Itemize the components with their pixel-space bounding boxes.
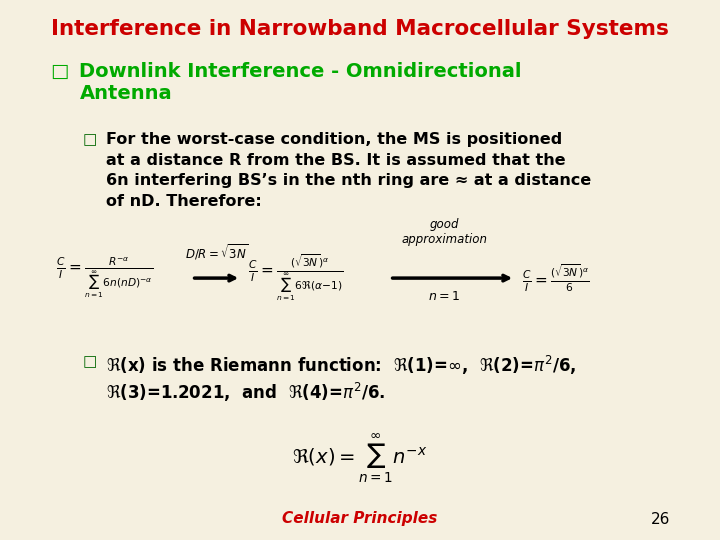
Text: $D/R{=}\sqrt{3N}$: $D/R{=}\sqrt{3N}$	[185, 242, 248, 262]
Text: good
approximation: good approximation	[402, 218, 487, 246]
Text: $\Re$(3)=1.2021,  and  $\Re$(4)=$\pi^2$/6.: $\Re$(3)=1.2021, and $\Re$(4)=$\pi^2$/6.	[106, 381, 385, 404]
Text: 26: 26	[651, 511, 670, 526]
Text: $\Re$(x) is the Riemann function:  $\Re$(1)=$\infty$,  $\Re$(2)=$\pi^2$/6,: $\Re$(x) is the Riemann function: $\Re$(…	[106, 354, 576, 377]
Text: $\frac{C}{I} = \frac{(\sqrt{3N})^{\alpha}}{\sum_{n=1}^{\infty} 6\Re(\alpha{-}1)}: $\frac{C}{I} = \frac{(\sqrt{3N})^{\alpha…	[248, 253, 343, 303]
Text: Cellular Principles: Cellular Principles	[282, 511, 438, 526]
Text: □: □	[83, 354, 97, 369]
Text: For the worst-case condition, the MS is positioned
at a distance R from the BS. : For the worst-case condition, the MS is …	[106, 132, 591, 208]
Text: Interference in Narrowband Macrocellular Systems: Interference in Narrowband Macrocellular…	[51, 19, 669, 39]
Text: $n{=}1$: $n{=}1$	[428, 290, 461, 303]
Text: $\frac{C}{I} = \frac{R^{-\alpha}}{\sum_{n=1}^{\infty} 6n(nD)^{-\alpha}}$: $\frac{C}{I} = \frac{R^{-\alpha}}{\sum_{…	[56, 256, 153, 300]
Text: $\Re(x) = \sum_{n=1}^{\infty} n^{-x}$: $\Re(x) = \sum_{n=1}^{\infty} n^{-x}$	[292, 432, 428, 485]
Text: Downlink Interference - Omnidirectional
Antenna: Downlink Interference - Omnidirectional …	[79, 62, 522, 103]
Text: □: □	[83, 132, 97, 147]
Text: □: □	[50, 62, 68, 81]
Text: $\frac{C}{I} = \frac{(\sqrt{3N})^{\alpha}}{6}$: $\frac{C}{I} = \frac{(\sqrt{3N})^{\alpha…	[522, 262, 590, 294]
